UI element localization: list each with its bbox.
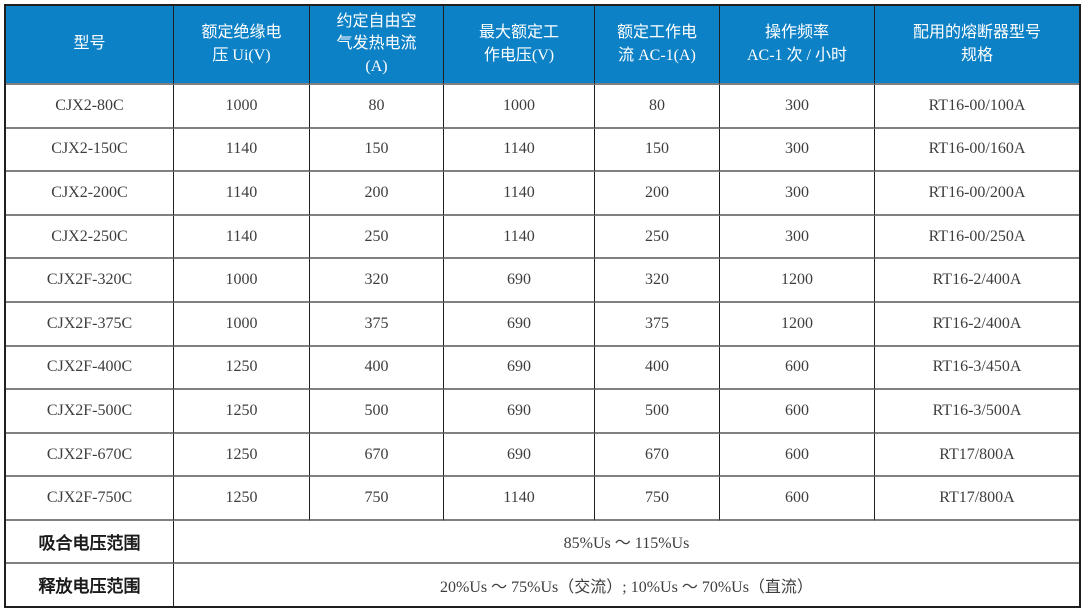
cell-operating-frequency: 600: [720, 390, 875, 434]
cell-model: CJX2F-750C: [6, 477, 174, 521]
cell-thermal-current: 375: [310, 302, 444, 347]
cell-model: CJX2F-320C: [6, 259, 174, 303]
cell-operating-frequency: 600: [720, 346, 875, 391]
cell-thermal-current: 500: [310, 390, 444, 434]
cell-working-current: 200: [595, 172, 720, 216]
header-rated-working-current: 额定工作电 流 AC-1(A): [595, 6, 720, 85]
header-fuse-spec: 配用的熔断器型号 规格: [875, 6, 1079, 85]
cell-model: CJX2F-400C: [6, 346, 174, 391]
cell-insulation-voltage: 1140: [174, 215, 310, 260]
cell-thermal-current: 320: [310, 259, 444, 303]
cell-fuse-spec: RT16-00/250A: [875, 216, 1079, 260]
cell-thermal-current: 150: [310, 128, 444, 173]
footer-row-release-voltage: 释放电压范围 20%Us ～ 75%Us（交流）; 10%Us ～ 70%Us（…: [6, 563, 1079, 606]
cell-fuse-spec: RT17/800A: [875, 477, 1079, 521]
table-row: CJX2-200C 1140 200 1140 200 300 RT16-00/…: [6, 172, 1079, 216]
cell-max-working-voltage: 690: [444, 346, 595, 391]
cell-fuse-spec: RT16-2/400A: [875, 303, 1079, 347]
cell-working-current: 80: [595, 85, 720, 129]
header-thermal-current: 约定自由空 气发热电流 (A): [310, 6, 444, 85]
table-row: CJX2F-320C 1000 320 690 320 1200 RT16-2/…: [6, 259, 1079, 303]
cell-operating-frequency: 300: [720, 215, 875, 260]
cell-model: CJX2F-375C: [6, 302, 174, 347]
cell-fuse-spec: RT16-3/500A: [875, 390, 1079, 434]
cell-thermal-current: 400: [310, 346, 444, 391]
table-row: CJX2F-670C 1250 670 690 670 600 RT17/800…: [6, 433, 1079, 478]
cell-insulation-voltage: 1000: [174, 85, 310, 129]
table-row: CJX2F-750C 1250 750 1140 750 600 RT17/80…: [6, 477, 1079, 521]
cell-model: CJX2-250C: [6, 215, 174, 260]
cell-max-working-voltage: 1140: [444, 215, 595, 260]
cell-operating-frequency: 300: [720, 85, 875, 129]
cell-insulation-voltage: 1250: [174, 390, 310, 434]
cell-max-working-voltage: 1000: [444, 85, 595, 129]
cell-insulation-voltage: 1250: [174, 346, 310, 391]
cell-thermal-current: 750: [310, 477, 444, 521]
cell-fuse-spec: RT16-2/400A: [875, 259, 1079, 303]
release-voltage-label: 释放电压范围: [6, 563, 174, 606]
table-row: CJX2-150C 1140 150 1140 150 300 RT16-00/…: [6, 128, 1079, 173]
cell-operating-frequency: 300: [720, 172, 875, 216]
cell-working-current: 750: [595, 477, 720, 521]
cell-model: CJX2F-500C: [6, 390, 174, 434]
cell-operating-frequency: 600: [720, 477, 875, 521]
cell-thermal-current: 80: [310, 85, 444, 129]
cell-max-working-voltage: 690: [444, 259, 595, 303]
cell-working-current: 375: [595, 302, 720, 347]
cell-fuse-spec: RT16-00/100A: [875, 85, 1079, 129]
cell-fuse-spec: RT16-00/160A: [875, 129, 1079, 173]
table-row: CJX2-250C 1140 250 1140 250 300 RT16-00/…: [6, 215, 1079, 260]
header-rated-insulation-voltage: 额定绝缘电 压 Ui(V): [174, 6, 310, 85]
cell-working-current: 150: [595, 128, 720, 173]
cell-thermal-current: 250: [310, 215, 444, 260]
cell-model: CJX2-150C: [6, 128, 174, 173]
cell-fuse-spec: RT17/800A: [875, 434, 1079, 478]
header-operating-frequency: 操作频率 AC-1 次 / 小时: [720, 6, 875, 85]
cell-operating-frequency: 300: [720, 128, 875, 173]
footer-row-pickup-voltage: 吸合电压范围 85%Us ～ 115%Us: [6, 520, 1079, 564]
cell-model: CJX2F-670C: [6, 433, 174, 478]
table-row: CJX2F-400C 1250 400 690 400 600 RT16-3/4…: [6, 346, 1079, 391]
cell-operating-frequency: 1200: [720, 302, 875, 347]
cell-working-current: 670: [595, 433, 720, 478]
cell-insulation-voltage: 1250: [174, 433, 310, 478]
cell-model: CJX2-80C: [6, 85, 174, 129]
cell-max-working-voltage: 1140: [444, 128, 595, 173]
cell-insulation-voltage: 1140: [174, 128, 310, 173]
contactor-spec-table: 型号 额定绝缘电 压 Ui(V) 约定自由空 气发热电流 (A) 最大额定工 作…: [6, 6, 1079, 606]
cell-max-working-voltage: 1140: [444, 477, 595, 521]
cell-max-working-voltage: 690: [444, 390, 595, 434]
pickup-voltage-value: 85%Us ～ 115%Us: [174, 521, 1079, 564]
header-max-working-voltage: 最大额定工 作电压(V): [444, 6, 595, 85]
cell-operating-frequency: 600: [720, 433, 875, 478]
cell-insulation-voltage: 1000: [174, 259, 310, 303]
cell-working-current: 320: [595, 259, 720, 303]
cell-insulation-voltage: 1140: [174, 172, 310, 216]
cell-thermal-current: 670: [310, 433, 444, 478]
cell-working-current: 400: [595, 346, 720, 391]
cell-fuse-spec: RT16-3/450A: [875, 347, 1079, 391]
cell-insulation-voltage: 1250: [174, 477, 310, 521]
table-row: CJX2F-500C 1250 500 690 500 600 RT16-3/5…: [6, 390, 1079, 434]
cell-working-current: 500: [595, 390, 720, 434]
cell-working-current: 250: [595, 215, 720, 260]
header-row: 型号 额定绝缘电 压 Ui(V) 约定自由空 气发热电流 (A) 最大额定工 作…: [6, 6, 1079, 85]
cell-thermal-current: 200: [310, 172, 444, 216]
spec-table-frame: 型号 额定绝缘电 压 Ui(V) 约定自由空 气发热电流 (A) 最大额定工 作…: [4, 4, 1081, 608]
table-row: CJX2-80C 1000 80 1000 80 300 RT16-00/100…: [6, 85, 1079, 129]
cell-insulation-voltage: 1000: [174, 302, 310, 347]
cell-max-working-voltage: 1140: [444, 172, 595, 216]
cell-model: CJX2-200C: [6, 172, 174, 216]
cell-max-working-voltage: 690: [444, 302, 595, 347]
header-model: 型号: [6, 6, 174, 85]
cell-max-working-voltage: 690: [444, 433, 595, 478]
table-row: CJX2F-375C 1000 375 690 375 1200 RT16-2/…: [6, 302, 1079, 347]
release-voltage-value: 20%Us ～ 75%Us（交流）; 10%Us ～ 70%Us（直流）: [440, 578, 813, 596]
pickup-voltage-label: 吸合电压范围: [6, 520, 174, 564]
cell-operating-frequency: 1200: [720, 259, 875, 303]
cell-fuse-spec: RT16-00/200A: [875, 172, 1079, 216]
